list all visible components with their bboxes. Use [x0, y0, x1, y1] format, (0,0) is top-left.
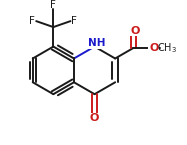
- Text: CH$_3$: CH$_3$: [157, 41, 177, 55]
- Text: O: O: [90, 113, 99, 123]
- Text: F: F: [50, 0, 56, 10]
- Text: F: F: [30, 16, 35, 26]
- Text: F: F: [71, 16, 77, 26]
- Text: O: O: [149, 43, 158, 53]
- Text: O: O: [131, 26, 140, 36]
- Text: NH: NH: [88, 38, 106, 48]
